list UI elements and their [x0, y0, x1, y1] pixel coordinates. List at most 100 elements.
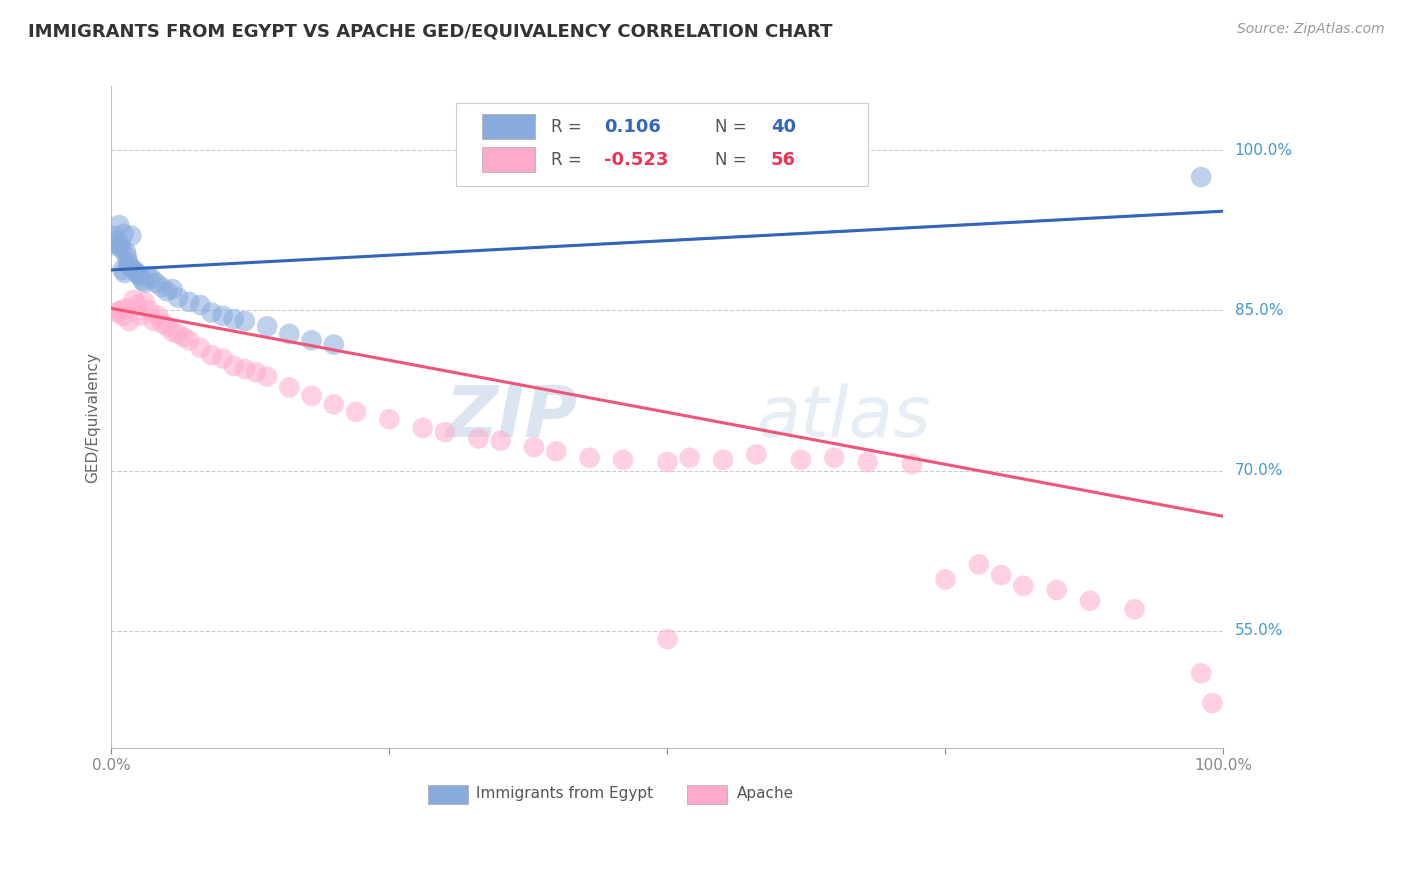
Point [256, 369, 278, 384]
Point [322, 397, 344, 411]
Text: N =: N = [716, 118, 752, 136]
Point [1189, 169, 1212, 184]
Point [115, 250, 138, 264]
Point [105, 236, 128, 251]
Point [233, 314, 256, 328]
Text: 70.0%: 70.0% [1234, 463, 1282, 478]
Point [162, 282, 184, 296]
Point [523, 440, 546, 454]
Point [578, 450, 600, 465]
Point [150, 280, 173, 294]
Point [901, 457, 924, 471]
Point [190, 341, 212, 355]
Point [278, 380, 301, 394]
Point [122, 293, 145, 307]
Text: N =: N = [716, 151, 752, 169]
Text: -0.523: -0.523 [605, 151, 668, 169]
Point [211, 309, 233, 323]
Point [790, 453, 813, 467]
Point [1078, 593, 1101, 607]
Point [245, 365, 267, 379]
Point [104, 234, 127, 248]
Point [745, 448, 768, 462]
Point [156, 319, 179, 334]
Point [141, 271, 163, 285]
Point [301, 334, 323, 348]
Point [612, 453, 634, 467]
Point [990, 568, 1012, 582]
Point [122, 263, 145, 277]
Point [1201, 696, 1223, 710]
Point [1189, 666, 1212, 681]
FancyBboxPatch shape [429, 785, 468, 804]
Point [118, 314, 141, 328]
Point [211, 351, 233, 366]
Point [467, 432, 489, 446]
Point [156, 285, 179, 299]
Point [322, 337, 344, 351]
Point [152, 316, 174, 330]
Point [114, 266, 136, 280]
Point [136, 269, 159, 284]
Text: 100.0%: 100.0% [1234, 143, 1292, 158]
Point [1123, 602, 1146, 616]
Text: 0.106: 0.106 [605, 118, 661, 136]
Point [256, 319, 278, 334]
Point [434, 425, 457, 439]
FancyBboxPatch shape [482, 147, 536, 172]
Text: atlas: atlas [756, 383, 931, 451]
Point [657, 632, 679, 646]
Point [129, 269, 152, 284]
Point [378, 412, 401, 426]
Point [278, 326, 301, 341]
Point [105, 305, 128, 319]
Point [131, 274, 153, 288]
Text: 55.0%: 55.0% [1234, 624, 1282, 638]
Point [301, 389, 323, 403]
Point [129, 309, 152, 323]
Point [134, 276, 156, 290]
Point [115, 244, 138, 259]
Point [167, 291, 190, 305]
Point [125, 265, 148, 279]
Y-axis label: GED/Equivalency: GED/Equivalency [86, 351, 100, 483]
Point [1012, 579, 1035, 593]
Point [179, 334, 201, 348]
Point [233, 362, 256, 376]
Point [118, 259, 141, 273]
Point [657, 455, 679, 469]
Point [489, 434, 512, 448]
Point [967, 558, 990, 572]
Point [142, 314, 165, 328]
FancyBboxPatch shape [456, 103, 868, 186]
Point [200, 305, 222, 319]
Point [173, 330, 195, 344]
Point [934, 572, 956, 586]
Point [107, 239, 129, 253]
Point [1046, 582, 1069, 597]
Point [679, 450, 702, 465]
Point [823, 450, 845, 465]
Point [127, 267, 149, 281]
Point [222, 312, 245, 326]
Point [120, 228, 142, 243]
Point [111, 263, 134, 277]
Point [222, 359, 245, 373]
Point [412, 421, 434, 435]
Point [138, 303, 160, 318]
Point [115, 301, 138, 316]
Point [200, 348, 222, 362]
Point [112, 227, 135, 241]
Text: R =: R = [551, 118, 586, 136]
Point [190, 298, 212, 312]
Text: R =: R = [551, 151, 586, 169]
Point [167, 326, 190, 341]
Point [162, 325, 184, 339]
FancyBboxPatch shape [482, 114, 536, 139]
Point [856, 455, 879, 469]
Point [120, 260, 142, 275]
Point [711, 453, 734, 467]
Text: IMMIGRANTS FROM EGYPT VS APACHE GED/EQUIVALENCY CORRELATION CHART: IMMIGRANTS FROM EGYPT VS APACHE GED/EQUI… [28, 22, 832, 40]
Point [146, 309, 169, 323]
Point [344, 405, 367, 419]
